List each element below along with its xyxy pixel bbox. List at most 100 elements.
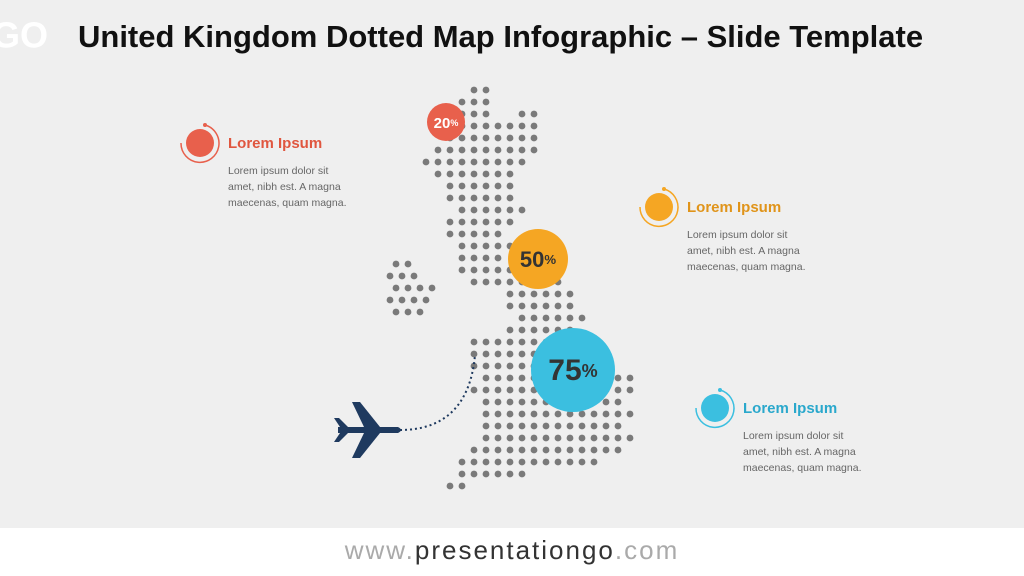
map-dot [482, 170, 490, 178]
map-dot [494, 242, 502, 250]
map-dot [482, 398, 490, 406]
map-dot [458, 158, 466, 166]
map-dot [614, 374, 622, 382]
map-dot [542, 290, 550, 298]
item-icon [186, 129, 214, 157]
map-dot [494, 122, 502, 130]
map-dot [506, 374, 514, 382]
map-dot [404, 308, 412, 316]
map-dot [506, 434, 514, 442]
map-dot [482, 218, 490, 226]
map-dot [458, 470, 466, 478]
map-dot [434, 146, 442, 154]
map-dot [458, 242, 466, 250]
map-dot [614, 446, 622, 454]
map-dot [578, 410, 586, 418]
map-dot [494, 470, 502, 478]
map-dot [602, 410, 610, 418]
map-dot [614, 434, 622, 442]
map-dot [494, 194, 502, 202]
map-dot [494, 386, 502, 394]
item-text: maecenas, quam magna. [228, 197, 346, 209]
map-dot [518, 386, 526, 394]
map-dot [542, 458, 550, 466]
map-dot [518, 290, 526, 298]
map-dot [518, 122, 526, 130]
map-dot [470, 134, 478, 142]
map-dot [434, 158, 442, 166]
item-ring-dot [662, 187, 666, 191]
map-dot [494, 338, 502, 346]
map-dot [530, 146, 538, 154]
map-dot [518, 350, 526, 358]
logo: GO [0, 15, 48, 56]
map-dot [506, 302, 514, 310]
map-dot [506, 362, 514, 370]
map-dot [470, 146, 478, 154]
map-dot [482, 134, 490, 142]
footer-prefix: www. [344, 535, 415, 565]
map-dot [458, 194, 466, 202]
map-dot [482, 374, 490, 382]
footer-band [0, 528, 1024, 576]
item-text: Lorem ipsum dolor sit [687, 229, 787, 241]
item-text: amet, nibh est. A magna [743, 446, 856, 458]
map-dot [494, 374, 502, 382]
item-text: maecenas, quam magna. [743, 462, 861, 474]
map-dot [410, 272, 418, 280]
map-dot [470, 182, 478, 190]
item-ring [639, 188, 679, 228]
map-dot [518, 146, 526, 154]
map-dot [626, 374, 634, 382]
map-dot [530, 314, 538, 322]
dotted-map [386, 86, 634, 490]
map-dot [506, 122, 514, 130]
map-dot [470, 242, 478, 250]
map-dot [482, 278, 490, 286]
map-dot [602, 422, 610, 430]
map-dot [482, 86, 490, 94]
map-dot [506, 410, 514, 418]
map-dot [494, 134, 502, 142]
map-dot [392, 260, 400, 268]
map-dot [494, 206, 502, 214]
map-dot [566, 290, 574, 298]
map-dot [482, 266, 490, 274]
map-dot [518, 302, 526, 310]
map-dot [506, 326, 514, 334]
map-dot [392, 284, 400, 292]
map-dot [518, 410, 526, 418]
item-icon [701, 394, 729, 422]
map-dot [470, 458, 478, 466]
map-dot [470, 206, 478, 214]
map-dot [506, 446, 514, 454]
map-dot [470, 470, 478, 478]
map-dot [470, 386, 478, 394]
bubble-number: 75 [548, 354, 581, 387]
map-dot [506, 158, 514, 166]
map-dot [482, 350, 490, 358]
item-ring [695, 389, 735, 429]
map-dot [542, 410, 550, 418]
map-dot [446, 170, 454, 178]
map-dot [518, 110, 526, 118]
map-dot [506, 206, 514, 214]
map-dot [494, 146, 502, 154]
map-dot [470, 110, 478, 118]
map-dot [590, 446, 598, 454]
map-dot [482, 110, 490, 118]
map-dot [518, 314, 526, 322]
map-dot [602, 446, 610, 454]
map-dot [494, 398, 502, 406]
map-dot [470, 218, 478, 226]
map-dot [482, 434, 490, 442]
map-dot [530, 338, 538, 346]
item-text: amet, nibh est. A magna [687, 245, 800, 257]
map-dot [554, 422, 562, 430]
map-dot [626, 410, 634, 418]
map-dot [470, 98, 478, 106]
map-dot [506, 278, 514, 286]
map-dot [470, 266, 478, 274]
map-dot [542, 326, 550, 334]
